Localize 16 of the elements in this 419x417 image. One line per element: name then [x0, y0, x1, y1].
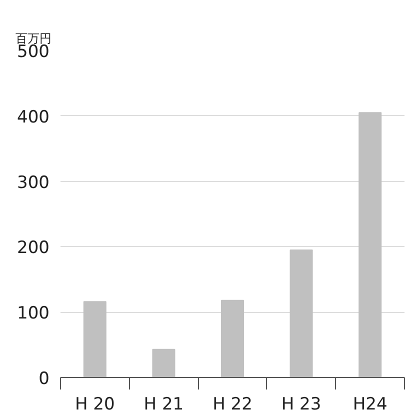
- y-tick-label: 100: [17, 304, 50, 324]
- bar: [290, 249, 313, 378]
- y-tick-label: 400: [17, 107, 50, 128]
- bar: [220, 300, 244, 378]
- bar: [358, 112, 382, 378]
- bar: [152, 348, 176, 378]
- x-tick-label: H 21: [144, 394, 184, 414]
- x-tick-label: H24: [352, 394, 388, 414]
- y-tick-label: 300: [17, 172, 50, 193]
- y-tick-label: 0: [38, 369, 50, 389]
- y-tick-label: 200: [17, 238, 50, 258]
- x-tick-label: H 23: [281, 394, 322, 414]
- x-tick-label: H 22: [212, 394, 252, 414]
- bar: [83, 301, 106, 378]
- x-tick-label: H 20: [74, 394, 115, 414]
- y-axis-title: 百万円: [16, 32, 52, 46]
